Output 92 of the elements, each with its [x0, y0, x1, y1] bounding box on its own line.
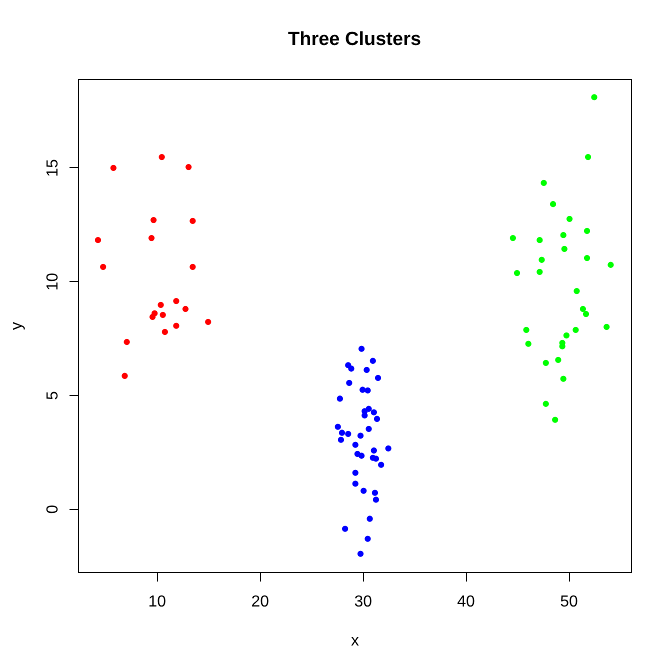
point	[550, 201, 556, 208]
point	[362, 412, 368, 419]
point	[542, 360, 549, 366]
x-tick-label: 40	[457, 594, 476, 610]
point	[173, 322, 180, 329]
point	[124, 338, 130, 346]
point	[560, 232, 566, 238]
point	[360, 386, 366, 393]
point	[582, 310, 590, 318]
x-tick-label: 30	[354, 594, 372, 610]
point	[366, 426, 372, 432]
point	[150, 216, 157, 224]
point	[591, 94, 598, 100]
point	[370, 409, 377, 416]
point	[352, 442, 358, 448]
point	[334, 424, 341, 430]
point	[555, 356, 562, 364]
point	[514, 270, 520, 276]
y-tick-label: 0	[44, 504, 62, 514]
point	[584, 254, 590, 262]
point	[523, 326, 530, 334]
point	[370, 447, 377, 454]
point	[149, 314, 156, 320]
point	[378, 462, 384, 468]
point	[540, 180, 547, 186]
point	[338, 430, 346, 436]
point	[364, 387, 371, 394]
point	[358, 346, 365, 352]
point	[364, 536, 371, 542]
point	[352, 470, 358, 476]
point	[574, 288, 580, 294]
point	[346, 380, 352, 386]
point	[360, 488, 367, 494]
y-tick-label: 15	[44, 159, 62, 177]
point	[336, 396, 344, 402]
point	[205, 318, 212, 326]
y-tick-label: 10	[44, 272, 62, 291]
point	[584, 154, 592, 160]
point	[536, 268, 543, 275]
point	[158, 302, 164, 308]
point	[372, 456, 380, 462]
point	[374, 374, 382, 382]
point	[364, 366, 370, 374]
point	[100, 264, 106, 270]
point	[370, 358, 376, 364]
point	[536, 236, 543, 244]
point	[357, 550, 364, 557]
point	[162, 328, 168, 336]
point	[185, 164, 192, 170]
point	[357, 432, 364, 439]
point	[385, 445, 392, 452]
point	[552, 416, 558, 423]
x-tick-label: 50	[560, 594, 578, 610]
point	[190, 264, 196, 270]
point	[158, 154, 165, 160]
point	[122, 372, 128, 379]
point	[538, 256, 545, 263]
point	[338, 436, 344, 443]
point	[348, 366, 354, 372]
point	[110, 164, 116, 172]
point	[608, 262, 614, 268]
point	[580, 306, 586, 312]
point	[372, 496, 380, 503]
point	[345, 430, 352, 437]
point	[566, 216, 573, 222]
point	[604, 324, 610, 330]
x-tick-label: 20	[251, 594, 270, 610]
point	[372, 490, 378, 496]
point	[173, 298, 180, 304]
point	[352, 480, 358, 487]
point	[182, 306, 189, 312]
point	[510, 234, 516, 242]
point	[160, 312, 166, 318]
x-axis-title: x	[351, 632, 359, 650]
point	[563, 332, 570, 338]
point	[190, 218, 196, 224]
x-tick-label: 10	[148, 594, 166, 610]
y-tick-label: 5	[44, 390, 62, 400]
point	[148, 234, 155, 242]
point	[374, 416, 380, 422]
point	[525, 340, 532, 347]
point	[366, 516, 373, 522]
point	[94, 236, 102, 244]
point	[358, 452, 365, 459]
point	[572, 326, 579, 334]
point	[342, 526, 348, 532]
chart-title: Three Clusters	[288, 29, 422, 50]
point	[560, 376, 566, 382]
point	[561, 246, 568, 252]
y-axis-title: y	[8, 322, 26, 330]
point	[584, 228, 590, 234]
point	[542, 400, 549, 407]
